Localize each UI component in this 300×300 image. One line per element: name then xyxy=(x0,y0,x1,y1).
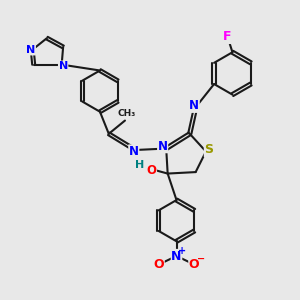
Text: N: N xyxy=(158,140,168,153)
Text: H: H xyxy=(135,160,144,170)
Text: O: O xyxy=(154,258,164,271)
Text: +: + xyxy=(178,246,186,256)
Text: O: O xyxy=(146,164,157,177)
Text: N: N xyxy=(171,250,182,262)
Text: N: N xyxy=(189,99,199,112)
Text: O: O xyxy=(189,258,200,271)
Text: F: F xyxy=(223,30,231,44)
Text: S: S xyxy=(204,143,213,157)
Text: N: N xyxy=(129,145,139,158)
Text: −: − xyxy=(196,254,205,264)
Text: N: N xyxy=(26,45,35,55)
Text: CH₃: CH₃ xyxy=(117,109,136,118)
Text: N: N xyxy=(58,61,68,71)
